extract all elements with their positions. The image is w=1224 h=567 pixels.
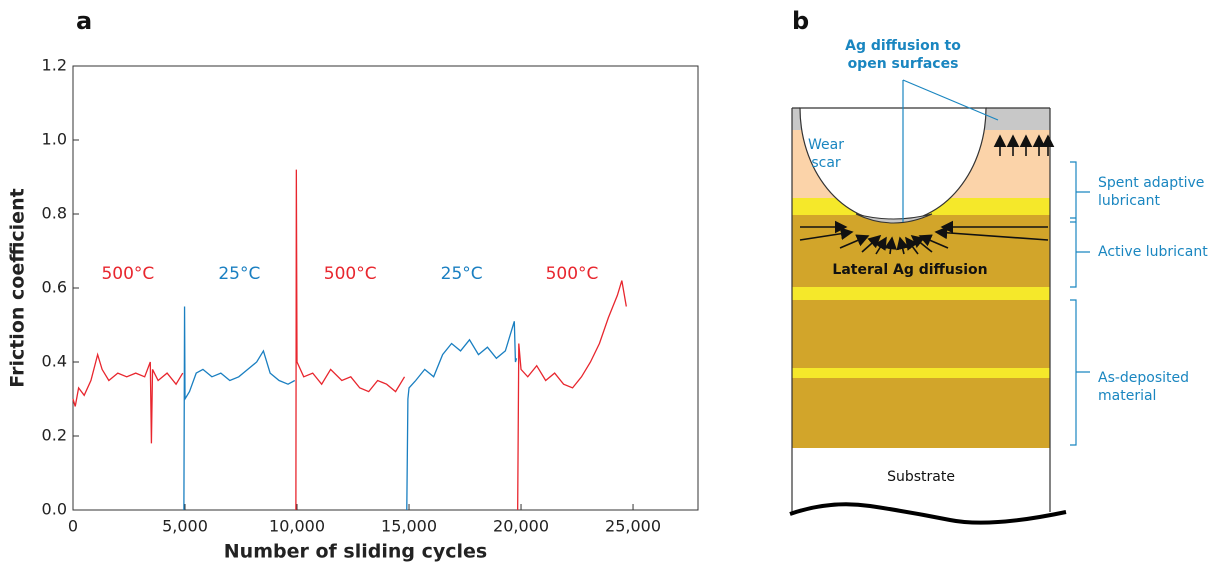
x-axis-title: Number of sliding cycles — [224, 541, 487, 563]
x-tick-label: 10,000 — [269, 517, 325, 536]
chart: a 0.0 0.2 0.4 0.6 0.8 1.0 1.2 0 5,000 10,000 15,000… — [7, 7, 699, 563]
line-series — [517, 280, 627, 511]
panel-label: a — [76, 7, 92, 35]
y-tick-label: 0.0 — [42, 500, 67, 519]
layer-label: As-deposited — [1098, 370, 1189, 386]
x-tick-label: 15,000 — [381, 517, 437, 536]
series-label: 25°C — [218, 264, 260, 284]
layer-band — [792, 368, 1050, 378]
callout-label: open surfaces — [848, 56, 959, 72]
callout-label: Ag diffusion to — [845, 38, 961, 54]
series-label: 500°C — [324, 264, 377, 284]
panel-label: b — [792, 7, 809, 35]
x-tick-label: 0 — [68, 517, 78, 536]
ag-deposit — [855, 213, 933, 224]
x-tick-label: 25,000 — [605, 517, 661, 536]
wear-scar-label: scar — [811, 155, 841, 171]
layer-label: material — [1098, 388, 1156, 404]
callout-line — [902, 79, 999, 222]
layer-label: Active lubricant — [1098, 244, 1208, 260]
layer-label: Spent adaptive — [1098, 175, 1204, 191]
y-tick-label: 0.8 — [42, 204, 67, 223]
deposited-layer — [792, 378, 1050, 448]
diagram: b Ag diffusion to open surfaces Wear sca… — [789, 7, 1208, 525]
y-tick-label: 0.4 — [42, 352, 67, 371]
outline — [791, 107, 1051, 512]
series-label: 25°C — [441, 264, 483, 284]
line-series — [183, 306, 296, 511]
x-tick-label: 20,000 — [493, 517, 549, 536]
y-axis-title: Friction coefficient — [7, 188, 29, 387]
line-series — [72, 352, 184, 444]
series-label: 500°C — [546, 264, 599, 284]
line-series — [295, 169, 406, 511]
arrows — [799, 134, 1055, 255]
y-tick-label: 1.2 — [42, 56, 67, 75]
wear-scar-label: Wear — [808, 137, 844, 153]
layer-label: lubricant — [1098, 193, 1160, 209]
y-tick-label: 0.2 — [42, 426, 67, 445]
y-tick-label: 0.6 — [42, 278, 67, 297]
substrate-label: Substrate — [887, 469, 955, 485]
line-series — [406, 321, 518, 511]
deposited-layer — [792, 300, 1050, 368]
lateral-label: Lateral Ag diffusion — [832, 262, 987, 278]
bracket — [1070, 161, 1090, 446]
y-tick-label: 1.0 — [42, 130, 67, 149]
x-tick-label: 5,000 — [162, 517, 208, 536]
plot-frame — [72, 65, 699, 511]
layer-band — [792, 287, 1050, 300]
break-line — [789, 502, 1067, 525]
series-label: 500°C — [101, 264, 154, 284]
